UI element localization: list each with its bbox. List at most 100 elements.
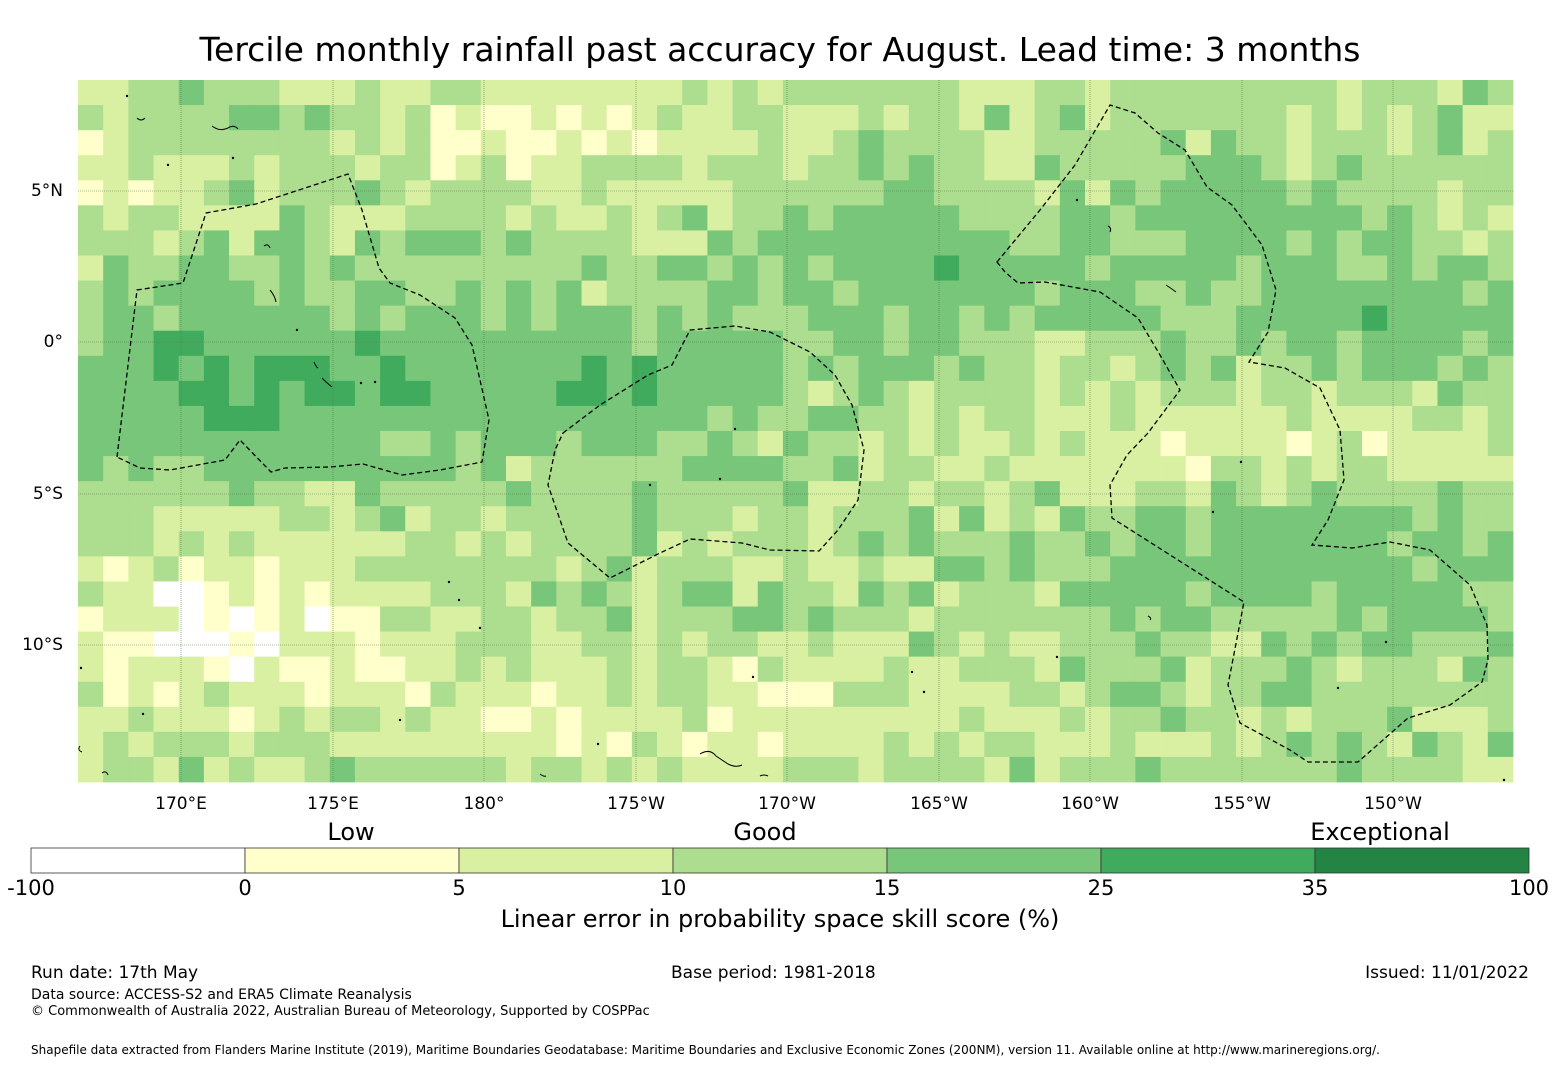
skill-cell — [908, 230, 935, 256]
colorbar-swatch — [458, 847, 674, 874]
skill-cell — [1110, 180, 1136, 206]
skill-cell — [1311, 305, 1338, 332]
skill-cell — [505, 706, 532, 733]
skill-cell — [1135, 756, 1161, 783]
skill-cell — [480, 305, 507, 332]
skill-cell — [1034, 456, 1061, 482]
skill-cell — [657, 230, 683, 256]
skill-cell — [128, 606, 154, 632]
skill-cell — [480, 205, 507, 231]
skill-cell — [606, 756, 633, 783]
skill-cell — [1462, 330, 1489, 357]
skill-cell — [1437, 80, 1464, 106]
skill-cell — [78, 731, 104, 758]
skill-cell — [908, 280, 935, 307]
skill-cell — [380, 80, 406, 106]
skill-cell — [103, 606, 129, 632]
island-dot — [718, 477, 722, 481]
skill-cell — [757, 405, 784, 432]
skill-cell — [1261, 506, 1287, 532]
skill-cell — [455, 305, 482, 332]
skill-cell — [1462, 706, 1489, 733]
skill-cell — [1412, 631, 1438, 658]
skill-cell — [1085, 581, 1111, 607]
skill-cell — [279, 230, 305, 256]
skill-cell — [405, 330, 431, 357]
skill-cell — [203, 731, 230, 758]
skill-cell — [984, 531, 1010, 557]
skill-cell — [1387, 431, 1413, 457]
skill-cell — [1462, 205, 1489, 231]
island-coastline — [211, 125, 239, 131]
lon-label-175e: 175°E — [307, 794, 359, 814]
skill-cell — [1462, 130, 1489, 156]
skill-cell — [1437, 155, 1464, 181]
skill-cell — [606, 130, 633, 156]
skill-cell — [933, 305, 960, 332]
skill-cell — [1487, 706, 1514, 733]
skill-cell — [908, 305, 935, 332]
skill-cell — [1462, 280, 1489, 307]
skill-cell — [1110, 706, 1136, 733]
skill-cell — [833, 456, 859, 482]
skill-cell — [1311, 681, 1338, 708]
skill-cell — [229, 405, 255, 432]
skill-cell — [1110, 431, 1136, 457]
skill-cell — [808, 355, 834, 382]
skill-cell — [354, 205, 381, 231]
skill-cell — [103, 280, 129, 307]
skill-cell — [78, 606, 104, 632]
skill-cell — [229, 506, 255, 532]
skill-cell — [455, 706, 482, 733]
skill-cell — [631, 405, 658, 432]
skill-cell — [732, 330, 759, 357]
skill-cell — [833, 656, 859, 683]
skill-cell — [1361, 405, 1388, 432]
skill-cell — [304, 130, 331, 156]
skill-cell — [1185, 230, 1212, 256]
skill-cell — [455, 205, 482, 231]
skill-cell — [430, 756, 457, 783]
skill-cell — [1185, 456, 1212, 482]
skill-cell — [128, 130, 154, 156]
skill-cell — [1487, 405, 1514, 432]
skill-cell — [455, 556, 482, 582]
skill-cell — [1160, 556, 1187, 582]
skill-cell — [1387, 255, 1413, 281]
skill-cell — [455, 230, 482, 256]
skill-cell — [304, 405, 331, 432]
skill-cell — [1286, 656, 1312, 683]
map-gridlines — [78, 80, 1513, 782]
skill-cell — [103, 80, 129, 106]
coastline-islands — [78, 94, 1506, 782]
skill-cell — [103, 431, 129, 457]
skill-cell — [984, 506, 1010, 532]
skill-cell — [631, 656, 658, 683]
skill-cell — [883, 531, 910, 557]
skill-cell — [178, 305, 205, 332]
skill-cell — [1009, 681, 1036, 708]
skill-cell — [1160, 180, 1187, 206]
skill-cell — [707, 606, 733, 632]
skill-cell — [505, 756, 532, 783]
skill-cell — [1160, 756, 1187, 783]
skill-cell — [304, 431, 331, 457]
skill-cell — [254, 456, 280, 482]
base-period: Base period: 1981-2018 — [671, 963, 876, 983]
island-coastline — [539, 773, 547, 777]
skill-cell — [1135, 606, 1161, 632]
skill-cell — [883, 405, 910, 432]
skill-cell — [1311, 255, 1338, 281]
skill-cell — [430, 280, 457, 307]
skill-cell — [833, 155, 859, 181]
skill-cell — [1210, 431, 1237, 457]
skill-cell — [304, 105, 331, 131]
skill-cell — [1336, 405, 1363, 432]
skill-cell — [1487, 631, 1514, 658]
skill-cell — [1135, 205, 1161, 231]
skill-cell — [1135, 556, 1161, 582]
skill-cell — [455, 431, 482, 457]
skill-cell — [1361, 506, 1388, 532]
skill-cell — [908, 681, 935, 708]
skill-cell — [1361, 656, 1388, 683]
